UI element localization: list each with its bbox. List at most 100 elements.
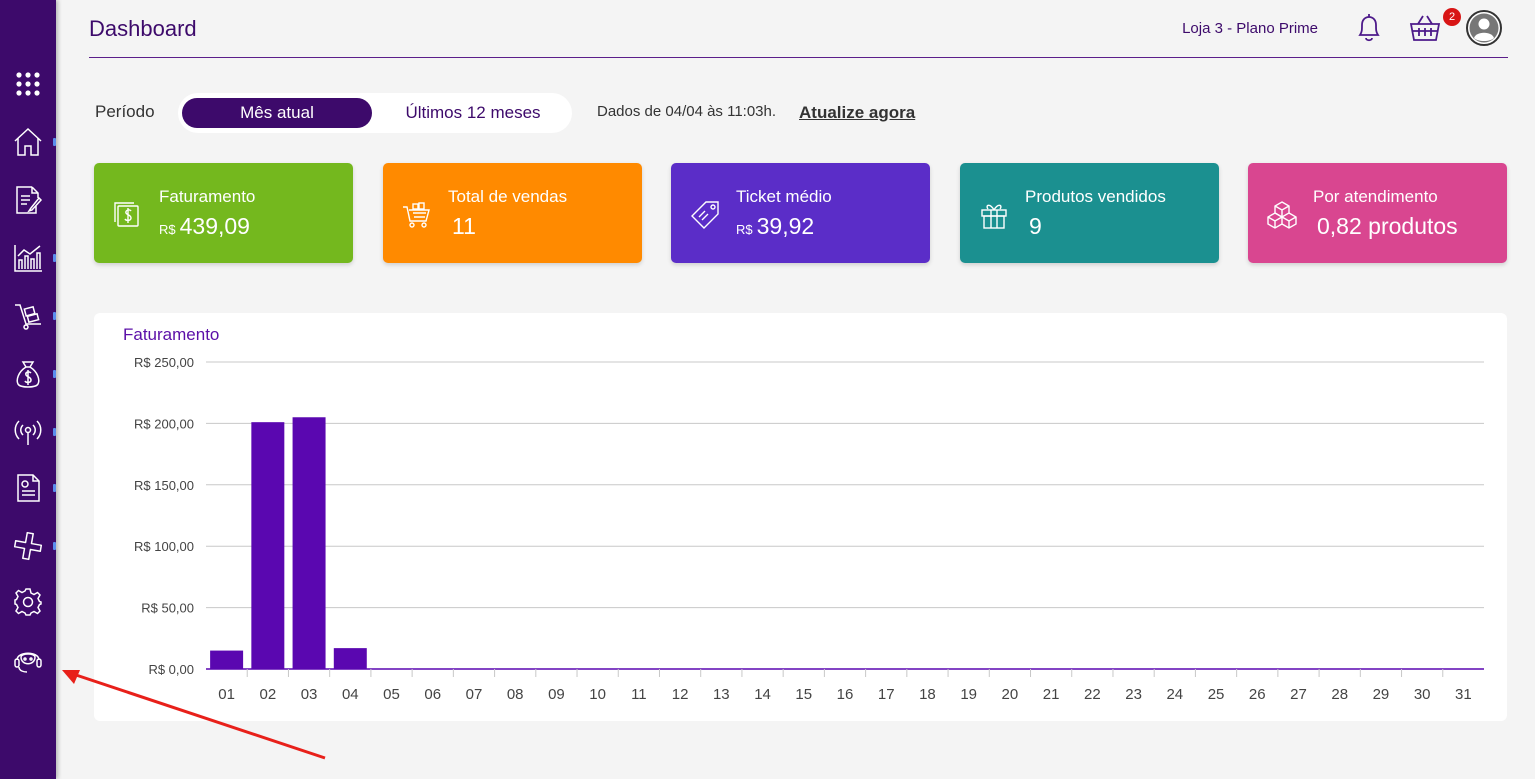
x-tick-label: 25 [1208, 686, 1225, 703]
x-tick-label: 09 [548, 686, 565, 703]
x-tick-label: 15 [795, 686, 812, 703]
top-header: Dashboard Loja 3 - Plano Prime 2 [89, 0, 1508, 58]
kpi-title: Ticket médio [736, 187, 832, 206]
y-tick-label: R$ 250,00 [134, 355, 194, 370]
home-icon[interactable] [0, 120, 56, 164]
x-tick-label: 24 [1166, 686, 1183, 703]
boxes-icon [1266, 199, 1298, 231]
receipt-icon[interactable] [0, 466, 56, 510]
x-tick-label: 07 [466, 686, 483, 703]
annotation-arrow [62, 670, 326, 760]
tag-icon [689, 199, 721, 231]
x-tick-label: 29 [1373, 686, 1390, 703]
x-tick-label: 14 [754, 686, 771, 703]
refresh-now-link[interactable]: Atualize agora [799, 103, 916, 122]
gift-icon [978, 199, 1010, 231]
period-label: Período [95, 102, 155, 121]
x-tick-label: 20 [1002, 686, 1019, 703]
x-tick-label: 02 [259, 686, 276, 703]
period-option-last-12-months[interactable]: Últimos 12 meses [405, 103, 541, 122]
x-tick-label: 13 [713, 686, 730, 703]
x-tick-label: 03 [301, 686, 318, 703]
x-tick-label: 05 [383, 686, 400, 703]
kpi-title: Total de vendas [448, 187, 568, 206]
page-title: Dashboard [89, 16, 197, 41]
bar-day-01[interactable] [210, 650, 244, 669]
bar-day-04[interactable] [333, 648, 367, 669]
kpi-value: R$ 39,92 [736, 213, 814, 240]
kpi-amount: 0,82 produtos [1317, 213, 1458, 239]
shopping-basket-icon[interactable] [1408, 12, 1442, 44]
receipt-indicator [53, 484, 56, 492]
apps-grid-icon[interactable] [0, 62, 56, 106]
kpi-amount: 11 [452, 213, 476, 239]
currency-symbol: R$ [159, 222, 176, 237]
x-tick-label: 26 [1249, 686, 1266, 703]
kpi-title: Por atendimento [1313, 187, 1438, 206]
kpi-card-products-sold: Produtos vendidos 9 [960, 163, 1219, 263]
x-tick-label: 22 [1084, 686, 1101, 703]
x-tick-label: 27 [1290, 686, 1307, 703]
x-tick-label: 01 [218, 686, 235, 703]
revenue-bar-chart: R$ 0,00 R$ 50,00 R$ 100,00 R$ 150,00 R$ 200,… [134, 355, 1484, 703]
x-tick-label: 10 [589, 686, 606, 703]
x-tick-label: 16 [837, 686, 854, 703]
cash-icon [112, 199, 144, 231]
user-avatar-icon[interactable] [1466, 10, 1502, 46]
bell-icon[interactable] [1354, 12, 1384, 44]
x-tick-label: 18 [919, 686, 936, 703]
period-option-current-month[interactable]: Mês atual [182, 98, 372, 128]
revenue-chart-panel: Faturamento R$ 0,00 R$ 50,00 R$ 100,00 R$ 1… [94, 313, 1507, 721]
x-tick-label: 23 [1125, 686, 1142, 703]
store-plan-label[interactable]: Loja 3 - Plano Prime [1182, 20, 1318, 37]
kpi-title: Produtos vendidos [1025, 187, 1166, 206]
x-tick-label: 19 [960, 686, 977, 703]
kpi-card-per-service: Por atendimento 0,82 produtos [1248, 163, 1507, 263]
x-tick-label: 08 [507, 686, 524, 703]
x-tick-label: 30 [1414, 686, 1431, 703]
y-tick-label: R$ 0,00 [148, 662, 194, 677]
broadcast-indicator [53, 428, 56, 436]
kpi-amount: 39,92 [756, 213, 815, 239]
dolly-indicator [53, 312, 56, 320]
period-toggle: Mês atual Últimos 12 meses [178, 93, 572, 133]
x-tick-label: 17 [878, 686, 895, 703]
x-tick-label: 12 [672, 686, 689, 703]
shopping-cart-icon [401, 199, 433, 231]
settings-gear-icon[interactable] [0, 580, 56, 624]
cart-count-badge: 2 [1443, 8, 1461, 26]
y-tick-label: R$ 150,00 [134, 478, 194, 493]
sidebar [0, 0, 56, 779]
x-tick-label: 31 [1455, 686, 1472, 703]
bar-chart-icon[interactable] [0, 236, 56, 280]
kpi-value: 9 [1025, 213, 1042, 240]
kpi-card-revenue: Faturamento R$ 439,09 [94, 163, 353, 263]
kpi-amount: 439,09 [179, 213, 250, 239]
kpi-value: 11 [448, 213, 476, 240]
kpi-card-total-sales: Total de vendas 11 [383, 163, 642, 263]
bar-day-02[interactable] [251, 422, 285, 669]
bar-day-03[interactable] [292, 417, 326, 669]
kpi-card-average-ticket: Ticket médio R$ 39,92 [671, 163, 930, 263]
broadcast-icon[interactable] [0, 410, 56, 454]
x-tick-label: 21 [1043, 686, 1060, 703]
currency-symbol: R$ [736, 222, 753, 237]
kpi-amount: 9 [1029, 213, 1042, 239]
home-indicator [53, 138, 56, 146]
money-bag-icon[interactable] [0, 352, 56, 396]
chart-title: Faturamento [123, 325, 220, 344]
x-tick-label: 06 [424, 686, 441, 703]
money-indicator [53, 370, 56, 378]
x-tick-label: 11 [631, 686, 647, 703]
data-timestamp: Dados de 04/04 às 11:03h. [597, 103, 777, 120]
integrations-indicator [53, 542, 56, 550]
cart-dolly-icon[interactable] [0, 294, 56, 338]
integrations-icon[interactable] [0, 524, 56, 568]
kpi-value: R$ 439,09 [159, 213, 250, 240]
y-tick-label: R$ 200,00 [134, 416, 194, 431]
kpi-value: 0,82 produtos [1313, 213, 1458, 240]
reports-indicator [53, 254, 56, 262]
document-edit-icon[interactable] [0, 178, 56, 222]
y-tick-label: R$ 100,00 [134, 539, 194, 554]
support-agent-icon[interactable] [0, 638, 56, 682]
